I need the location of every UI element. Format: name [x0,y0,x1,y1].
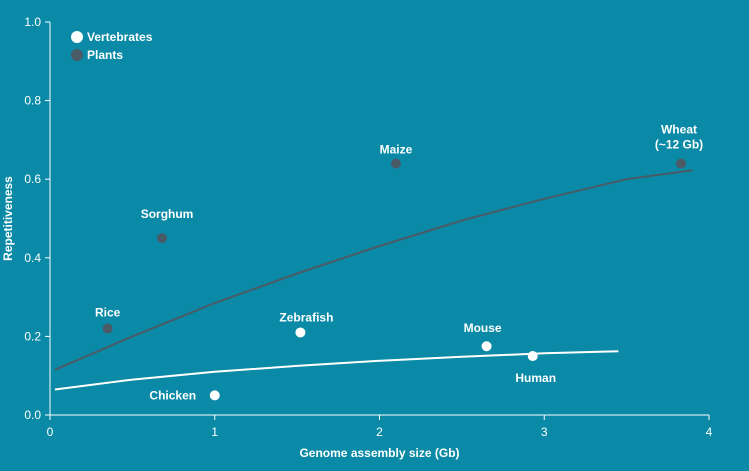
point-label-zebrafish: Zebrafish [279,310,333,324]
point-chicken [209,390,220,401]
legend-marker-vertebrates [71,31,83,43]
point-label-wheat-sub: (~12 Gb) [655,137,703,151]
trend-line-plants [54,169,693,371]
point-label-maize: Maize [380,142,413,156]
legend-label-vertebrates: Vertebrates [87,30,153,44]
y-tick-label: 0.0 [24,408,41,422]
point-rice [102,323,113,334]
point-wheat [675,158,686,169]
point-label-sorghum: Sorghum [141,207,194,221]
x-tick-label: 0 [47,425,54,439]
y-tick-label: 0.4 [24,251,41,265]
axes: 0 1 2 3 4 0.0 0.2 0.4 0.6 0.8 1.0 [24,15,712,439]
point-label-mouse: Mouse [464,321,502,335]
legend-marker-plants [71,49,83,61]
x-axis-label: Genome assembly size (Gb) [299,446,459,460]
y-axis-label: Repetitiveness [1,176,15,261]
point-label-wheat: Wheat [661,122,697,136]
data-points: Chicken Zebrafish Mouse Human Rice Sorghum Mai… [95,122,703,402]
point-label-rice: Rice [95,306,121,320]
point-mouse [481,341,492,352]
point-zebrafish [295,327,306,338]
x-tick-label: 4 [706,425,713,439]
x-tick-label: 3 [541,425,548,439]
y-tick-label: 0.8 [24,94,41,108]
y-tick-label: 0.6 [24,172,41,186]
point-label-chicken: Chicken [149,388,196,402]
legend: Vertebrates Plants [71,30,153,62]
point-maize [390,158,401,169]
point-human [527,351,538,362]
point-label-human: Human [515,371,556,385]
y-tick-label: 0.2 [24,329,41,343]
x-tick-label: 1 [211,425,218,439]
point-sorghum [157,233,168,244]
y-tick-label: 1.0 [24,15,41,29]
x-tick-label: 2 [376,425,383,439]
trend-lines [54,169,693,391]
legend-label-plants: Plants [87,48,123,62]
